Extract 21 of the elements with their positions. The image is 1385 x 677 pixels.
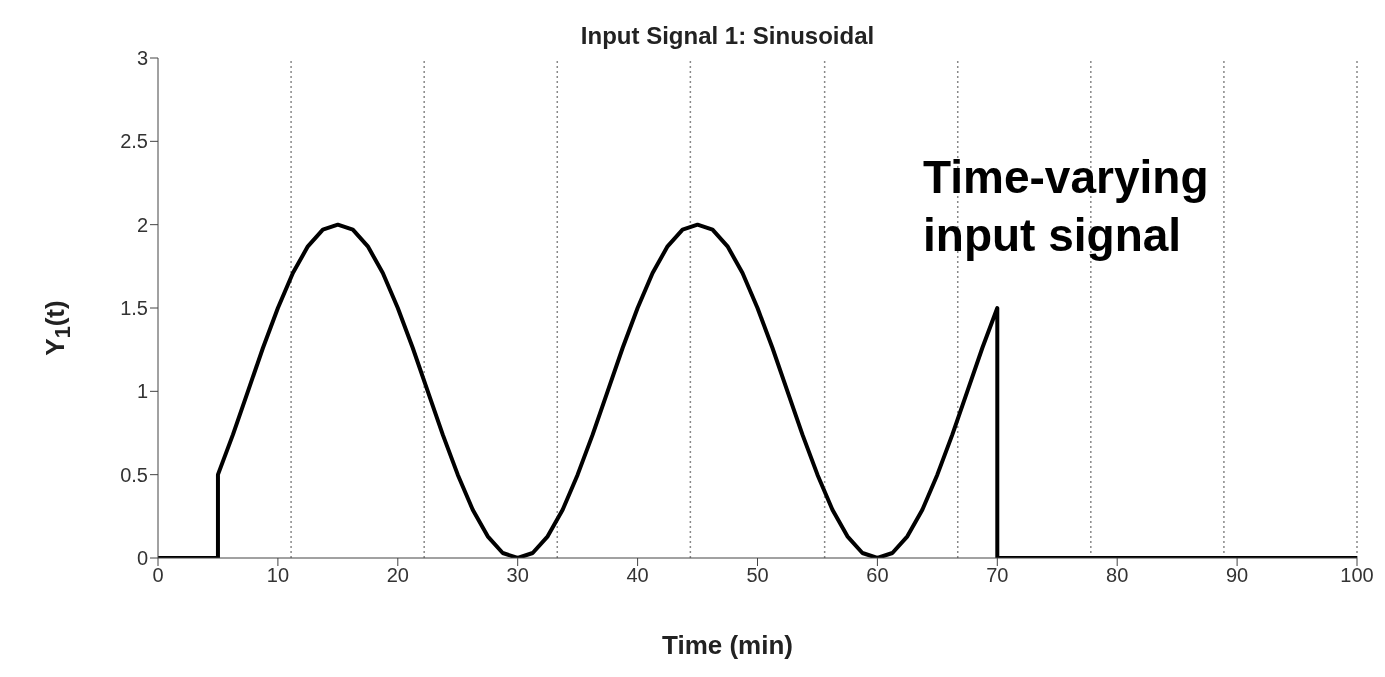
y-tick-label: 1.5 (120, 297, 148, 320)
x-tick-label: 0 (152, 564, 164, 587)
y-tick-label: 0.5 (120, 463, 148, 486)
x-tick-label: 90 (1225, 564, 1249, 587)
x-tick-label: 50 (746, 564, 769, 587)
y-tick-label: 2 (136, 213, 148, 236)
chart-title: Input Signal 1: Sinusoidal (580, 22, 875, 49)
x-tick-label: 30 (506, 564, 529, 587)
x-tick-label: 40 (626, 564, 649, 587)
x-tick-label: 100 (1340, 564, 1374, 587)
x-tick-label: 20 (386, 564, 409, 587)
y-tick-label: 0 (136, 547, 148, 570)
annotation: Time-varying input signal (923, 150, 1210, 263)
x-tick-label: 80 (1106, 564, 1129, 587)
y-tick-label: 3 (136, 47, 148, 70)
x-axis-title: Time (min) (661, 630, 794, 661)
x-tick-label: 70 (986, 564, 1009, 587)
y-tick-label: 1 (136, 380, 148, 403)
x-tick-label: 10 (266, 564, 290, 587)
x-tick-label: 60 (866, 564, 889, 587)
y-tick-label: 2.5 (120, 130, 148, 153)
